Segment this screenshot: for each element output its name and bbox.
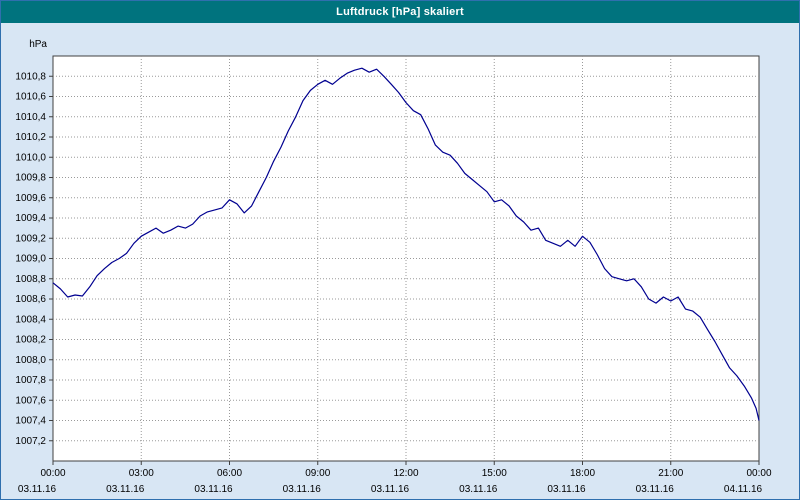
x-tick-time: 21:00: [658, 468, 683, 479]
x-tick-date: 03.11.16: [194, 484, 233, 495]
axis-ticks: [49, 75, 760, 465]
title-bar: Luftdruck [hPa] skaliert: [1, 1, 799, 23]
svg-text:1009,2: 1009,2: [15, 233, 46, 244]
x-tick-date: 03.11.16: [106, 484, 145, 495]
x-tick-date: 03.11.16: [547, 484, 586, 495]
svg-text:1009,4: 1009,4: [15, 213, 46, 224]
svg-text:1008,0: 1008,0: [15, 355, 46, 366]
gridlines: [53, 56, 759, 461]
svg-text:1007,4: 1007,4: [15, 416, 46, 427]
svg-text:1008,6: 1008,6: [15, 294, 46, 305]
svg-text:1010,8: 1010,8: [15, 71, 46, 82]
y-axis-unit-label: hPa: [29, 39, 47, 50]
x-tick-labels: 00:00 03.11.16 03:00 03.11.16 06:00 03.11.16 0…: [18, 468, 772, 495]
pressure-line-chart: 1010,8 1010,6 1010,4 1010,2 1010,0 1009,8 1009…: [15, 39, 772, 495]
x-tick-time: 06:00: [217, 468, 242, 479]
x-tick-date: 03.11.16: [459, 484, 498, 495]
svg-text:1008,4: 1008,4: [15, 314, 46, 325]
chart-title: Luftdruck [hPa] skaliert: [336, 6, 464, 18]
chart-area: 1010,8 1010,6 1010,4 1010,2 1010,0 1009,8 1009…: [1, 23, 799, 499]
x-tick-time: 03:00: [129, 468, 154, 479]
svg-text:1009,6: 1009,6: [15, 193, 46, 204]
x-tick-time: 12:00: [393, 468, 418, 479]
svg-text:1009,8: 1009,8: [15, 173, 46, 184]
x-tick-date: 03.11.16: [18, 484, 57, 495]
svg-text:1007,2: 1007,2: [15, 436, 46, 447]
x-tick-date: 03.11.16: [283, 484, 322, 495]
svg-text:1010,0: 1010,0: [15, 152, 46, 163]
pressure-line: [52, 67, 760, 421]
x-tick-date: 04.11.16: [724, 484, 763, 495]
x-tick-time: 18:00: [570, 468, 595, 479]
svg-text:1008,8: 1008,8: [15, 274, 46, 285]
x-tick-time: 15:00: [482, 468, 507, 479]
x-tick-time: 00:00: [40, 468, 65, 479]
x-tick-date: 03.11.16: [636, 484, 675, 495]
x-tick-time: 09:00: [305, 468, 330, 479]
x-tick-date: 03.11.16: [371, 484, 410, 495]
svg-text:1010,6: 1010,6: [15, 92, 46, 103]
svg-text:1010,2: 1010,2: [15, 132, 46, 143]
svg-text:1009,0: 1009,0: [15, 254, 46, 265]
svg-text:1007,8: 1007,8: [15, 375, 46, 386]
x-tick-time: 00:00: [746, 468, 771, 479]
svg-text:1007,6: 1007,6: [15, 395, 46, 406]
svg-text:1010,4: 1010,4: [15, 112, 46, 123]
y-tick-labels: 1010,8 1010,6 1010,4 1010,2 1010,0 1009,8 1009…: [15, 71, 46, 447]
svg-text:1008,2: 1008,2: [15, 335, 46, 346]
